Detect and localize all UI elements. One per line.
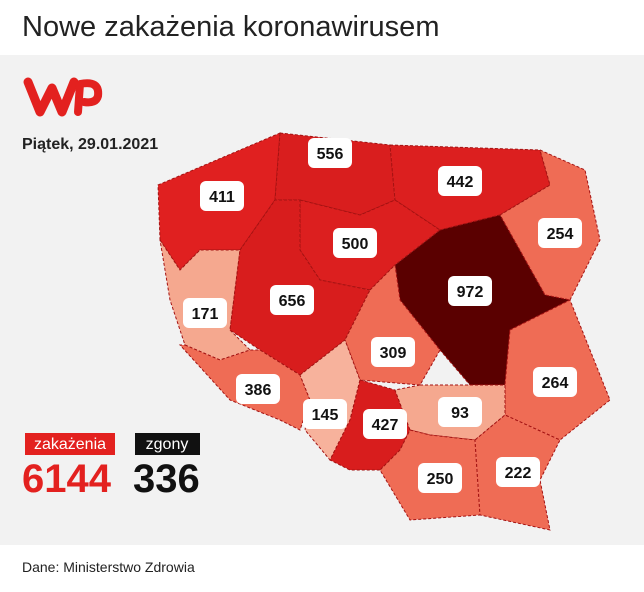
region-value: 556 [317, 146, 344, 163]
date: Piątek, 29.01.2021 [22, 136, 158, 153]
label-box [438, 166, 482, 196]
label-box [496, 457, 540, 487]
region-value: 222 [505, 465, 532, 482]
cases-label: zakażenia [34, 436, 106, 453]
region [344, 263, 441, 386]
logo [23, 77, 103, 117]
region-value: 411 [209, 189, 235, 206]
region-value: 309 [380, 345, 407, 362]
label-box [308, 138, 352, 168]
logo-p [74, 79, 103, 116]
region-value: 656 [279, 293, 306, 310]
label-box [538, 218, 582, 248]
region-value: 386 [245, 382, 272, 399]
region-value: 264 [542, 375, 569, 392]
label-box [236, 374, 280, 404]
label-box [371, 337, 415, 367]
label-box [200, 181, 244, 211]
deaths-value: 336 [133, 457, 200, 501]
label-box [183, 298, 227, 328]
region-labels: 411 556 442 254 500 972 171 656 309 264 386 145 427 9… [183, 138, 582, 493]
deaths-badge [135, 433, 200, 455]
deaths-label: zgony [146, 436, 189, 453]
cases-value: 6144 [22, 457, 112, 501]
label-box [438, 397, 482, 427]
logo-w [23, 77, 79, 117]
region-value: 427 [372, 417, 399, 434]
label-box [303, 399, 347, 429]
title: Nowe zakażenia koronawirusem [22, 11, 439, 43]
label-box [333, 228, 377, 258]
cases-badge [25, 433, 115, 455]
region-value: 93 [451, 405, 469, 422]
label-box [363, 409, 407, 439]
region-value: 171 [192, 306, 219, 323]
label-box [270, 285, 314, 315]
source: Dane: Ministerstwo Zdrowia [22, 559, 195, 575]
label-box [448, 276, 492, 306]
region-value: 500 [342, 236, 369, 253]
region-value: 442 [447, 174, 474, 191]
label-box [418, 463, 462, 493]
region-value: 254 [547, 226, 574, 243]
region-value: 972 [457, 284, 484, 301]
label-box [533, 367, 577, 397]
region-value: 145 [312, 407, 339, 424]
region-value: 250 [427, 471, 454, 488]
